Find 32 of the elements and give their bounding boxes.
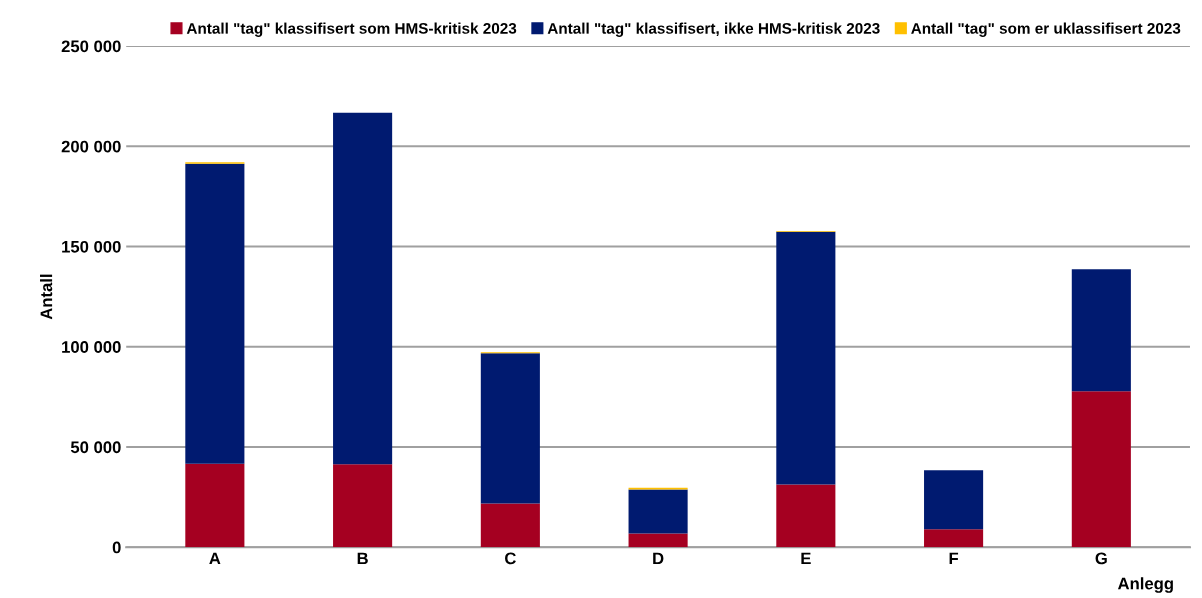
x-tick-label: E — [801, 552, 811, 565]
bar — [185, 163, 245, 464]
x-tick-label: G — [1095, 552, 1107, 565]
x-tick-label: D — [653, 552, 664, 565]
y-tick-label: 150 000 — [62, 240, 121, 253]
x-axis-title: Anlegg — [1117, 577, 1173, 593]
bar — [480, 503, 540, 548]
bar — [1071, 269, 1131, 392]
bar — [924, 529, 984, 548]
bar — [776, 231, 836, 485]
legend-label: Antall "tag" klassifisert, ikke HMS-kritisk 2023 — [547, 22, 880, 37]
bar — [1071, 391, 1131, 548]
bar — [776, 484, 836, 548]
bar — [628, 489, 688, 534]
y-axis-title: Antall — [40, 274, 53, 320]
y-tick-label: 50 000 — [70, 441, 121, 454]
x-tick-label: C — [505, 552, 516, 565]
bar — [333, 112, 393, 465]
legend-label: Antall "tag" klassifisert som HMS-kritisk 2023 — [186, 22, 517, 37]
y-tick-label: 200 000 — [61, 140, 121, 153]
y-tick-label: 0 — [112, 541, 121, 554]
bar — [924, 470, 984, 530]
bar — [185, 463, 245, 548]
legend-label: Antall "tag" som er uklassifisert 2023 — [911, 22, 1181, 37]
x-tick-label: B — [357, 552, 368, 565]
x-tick-label: A — [209, 552, 221, 565]
bar — [333, 464, 393, 548]
bar — [480, 353, 540, 504]
bar — [628, 533, 688, 548]
y-tick-label: 100 000 — [62, 341, 121, 353]
y-tick-label: 250 000 — [61, 40, 121, 53]
x-tick-label: F — [949, 552, 959, 565]
